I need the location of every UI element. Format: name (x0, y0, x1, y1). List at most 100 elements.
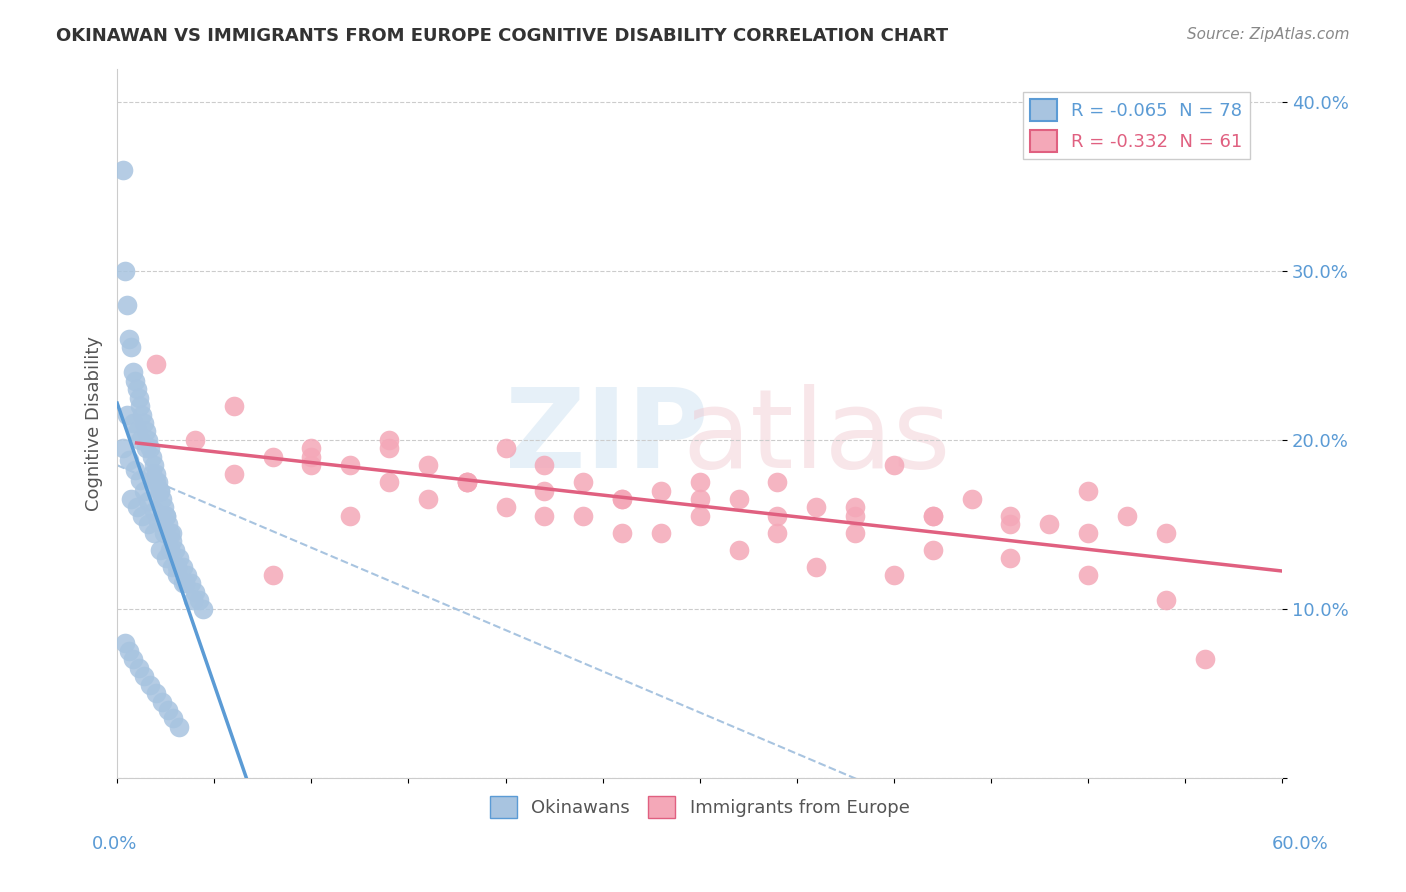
Point (135, 425, 157, 439)
Point (960, 491, 983, 506)
Point (155, 551, 177, 566)
Point (155, 508, 177, 523)
Point (921, 508, 943, 523)
Point (191, 601, 214, 615)
Point (134, 416, 156, 430)
Point (152, 525, 174, 540)
Point (166, 559, 188, 574)
Point (129, 433, 152, 447)
Legend: Okinawans, Immigrants from Europe: Okinawans, Immigrants from Europe (482, 789, 917, 825)
Point (115, 298, 138, 312)
Point (921, 542, 943, 557)
Point (339, 508, 361, 523)
Point (125, 382, 148, 396)
Point (129, 474, 152, 488)
Point (145, 686, 167, 700)
Point (131, 408, 153, 422)
Point (187, 593, 209, 607)
Point (1154, 593, 1177, 607)
Point (115, 408, 138, 422)
Point (141, 450, 163, 464)
Point (416, 458, 439, 473)
Point (160, 534, 183, 549)
Point (165, 542, 187, 557)
Point (160, 525, 183, 540)
Text: OKINAWAN VS IMMIGRANTS FROM EUROPE COGNITIVE DISABILITY CORRELATION CHART: OKINAWAN VS IMMIGRANTS FROM EUROPE COGNI… (56, 27, 949, 45)
Point (128, 391, 150, 405)
Point (135, 442, 157, 456)
Point (1077, 568, 1099, 582)
Point (145, 357, 167, 371)
Point (262, 450, 284, 464)
Y-axis label: Cognitive Disability: Cognitive Disability (86, 335, 103, 510)
Point (114, 264, 136, 278)
Point (156, 703, 179, 717)
Point (456, 475, 478, 490)
Point (416, 491, 439, 506)
Point (128, 661, 150, 675)
Point (222, 467, 245, 481)
Text: atlas: atlas (682, 384, 950, 491)
Point (222, 399, 245, 413)
Point (184, 585, 207, 599)
Point (1115, 508, 1137, 523)
Point (125, 425, 148, 439)
Point (118, 332, 141, 346)
Point (159, 525, 181, 540)
Point (156, 517, 179, 532)
Point (727, 542, 749, 557)
Point (143, 525, 166, 540)
Point (136, 493, 159, 508)
Point (378, 475, 401, 490)
Point (1194, 652, 1216, 666)
Point (299, 442, 322, 456)
Point (143, 504, 166, 518)
Point (152, 500, 174, 515)
Point (689, 491, 711, 506)
Point (844, 508, 866, 523)
Point (844, 500, 866, 515)
Point (124, 374, 146, 388)
Point (1000, 508, 1022, 523)
Point (1077, 525, 1099, 540)
Point (1000, 551, 1022, 566)
Point (883, 568, 905, 582)
Point (120, 491, 142, 506)
Point (184, 433, 207, 447)
Point (125, 500, 148, 515)
Point (766, 508, 789, 523)
Point (139, 442, 162, 456)
Point (176, 568, 198, 582)
Point (150, 695, 173, 709)
Point (533, 508, 555, 523)
Point (339, 458, 361, 473)
Point (145, 467, 167, 481)
Point (456, 475, 478, 490)
Point (149, 542, 172, 557)
Point (533, 483, 555, 498)
Point (162, 711, 184, 725)
Point (120, 340, 142, 354)
Point (262, 568, 284, 582)
Point (533, 458, 555, 473)
Point (495, 442, 517, 456)
Point (121, 652, 143, 666)
Point (141, 467, 163, 481)
Point (844, 525, 866, 540)
Point (166, 568, 188, 582)
Point (650, 483, 672, 498)
Point (1077, 483, 1099, 498)
Point (150, 491, 173, 506)
Point (146, 475, 169, 490)
Point (806, 500, 828, 515)
Point (378, 442, 401, 456)
Point (495, 500, 517, 515)
Point (149, 483, 172, 498)
Point (806, 559, 828, 574)
Point (572, 508, 595, 523)
Point (169, 551, 191, 566)
Point (378, 433, 401, 447)
Point (155, 508, 177, 523)
Point (689, 508, 711, 523)
Point (124, 463, 146, 477)
